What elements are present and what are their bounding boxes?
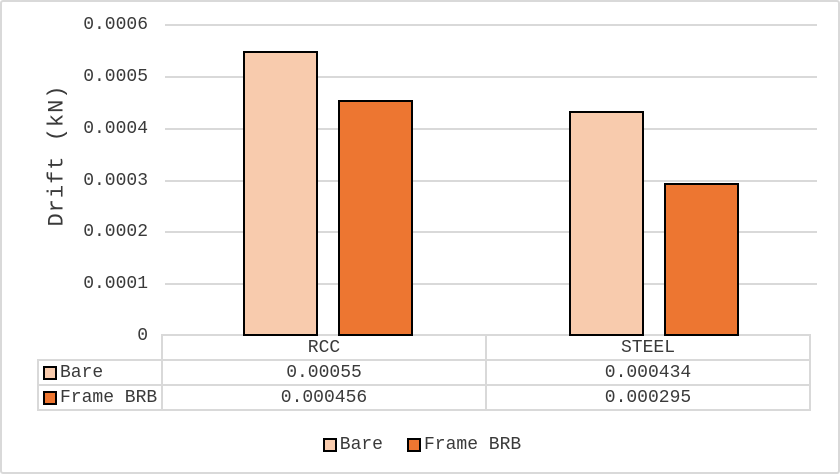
y-tick-label: 0.0002	[83, 222, 148, 243]
value-cell: 0.000456	[161, 384, 487, 411]
category-header-cell: RCC	[161, 334, 487, 361]
value-cell: 0.000295	[485, 384, 811, 411]
legend-key-icon	[43, 365, 57, 380]
bar-bare-steel[interactable]	[569, 111, 644, 336]
y-tick-label: 0.0006	[83, 15, 148, 35]
legend: Bare Frame BRB	[2, 431, 838, 459]
legend-item-frame-brb[interactable]: Frame BRB	[407, 435, 521, 455]
y-tick-label: 0.0003	[83, 170, 148, 191]
value-cell: 0.000434	[485, 359, 811, 386]
series-label: Frame BRB	[60, 387, 158, 408]
legend-swatch-icon	[322, 438, 337, 452]
legend-key-icon	[43, 390, 57, 405]
bar-bare-rcc[interactable]	[243, 50, 318, 336]
y-gridline	[165, 283, 817, 286]
series-label-cell: Frame BRB	[37, 384, 163, 411]
y-tick-label: 0	[137, 326, 148, 346]
y-gridline	[165, 75, 817, 78]
y-tick-label: 0.0004	[83, 118, 148, 139]
legend-label: Bare	[339, 435, 383, 455]
value-cell: 0.00055	[161, 359, 487, 386]
y-tick-label: 0.0005	[83, 66, 148, 87]
y-axis-title: Drift (kN)	[32, 2, 82, 308]
y-axis-title-text: Drift (kN)	[44, 83, 70, 227]
bar-frame-brb-steel[interactable]	[664, 183, 739, 336]
legend-item-bare[interactable]: Bare	[322, 435, 383, 455]
y-gridline	[165, 127, 817, 130]
category-header-cell: STEEL	[485, 334, 811, 361]
legend-label: Frame BRB	[424, 435, 522, 455]
data-table: RCC STEEL Bare 0.00055 0.000434 Frame BRB 0.00…	[37, 334, 811, 411]
legend-swatch-icon	[407, 438, 421, 452]
y-tick-label: 0.0001	[83, 274, 148, 295]
y-gridline	[165, 179, 817, 182]
y-gridline	[165, 231, 817, 234]
bar-frame-brb-rcc[interactable]	[338, 99, 413, 336]
series-label: Bare	[60, 362, 104, 383]
series-label-cell: Bare	[37, 359, 163, 386]
y-gridline	[165, 24, 817, 26]
